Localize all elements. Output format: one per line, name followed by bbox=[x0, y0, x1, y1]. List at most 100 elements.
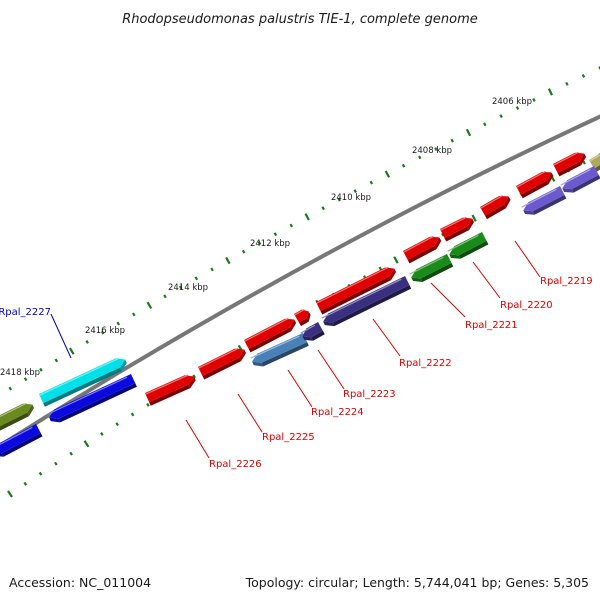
ruler-tick bbox=[393, 256, 399, 264]
gene-slate-blue-2[interactable] bbox=[560, 165, 600, 196]
gene-arrow-shadow bbox=[261, 342, 309, 367]
gene-arrow-highlight bbox=[300, 324, 316, 334]
gene-arrow-tip-shadow bbox=[389, 268, 397, 281]
gene-arrow-body bbox=[589, 154, 600, 169]
gene-rpal-2223[interactable] bbox=[294, 307, 313, 327]
gene-rpal-2226[interactable] bbox=[145, 372, 198, 406]
gene-label-rpal-2225[interactable]: Rpal_2225 bbox=[237, 393, 315, 443]
gene-green-1[interactable] bbox=[409, 253, 454, 286]
gene-rpal-2222[interactable] bbox=[316, 264, 398, 315]
gene-arrow-shadow bbox=[484, 204, 507, 220]
ruler-tick bbox=[353, 189, 357, 194]
gene-label-text: Rpal_2226 bbox=[209, 459, 262, 470]
ruler-tick bbox=[483, 122, 487, 127]
gene-label-rpal-2220[interactable]: Rpal_2220 bbox=[472, 261, 553, 311]
gene-arrow-shadow bbox=[332, 284, 412, 327]
gene-slate-blue-1[interactable] bbox=[521, 186, 567, 218]
gene-arrow-highlight bbox=[47, 376, 128, 415]
gene-label-rpal-2219[interactable]: Rpal_2219 bbox=[514, 240, 593, 287]
gene-arrow-tip-shadow bbox=[504, 196, 511, 209]
gene-rpal-2218[interactable] bbox=[516, 168, 556, 199]
ruler-tick bbox=[384, 170, 391, 178]
gene-arrow-shadow bbox=[571, 174, 600, 193]
gene-label-layer: Rpal_2219 Rpal_2220 Rpal_2221 Rpal_2222 Rpal… bbox=[0, 240, 593, 470]
ruler-tick bbox=[225, 256, 231, 265]
ruler-tick bbox=[23, 377, 28, 382]
gene-arrow-highlight bbox=[521, 188, 557, 208]
leader-line bbox=[430, 282, 466, 318]
gene-arrow-body bbox=[0, 403, 33, 429]
gene-arrow-highlight bbox=[321, 278, 402, 319]
gene-label-rpal-2221[interactable]: Rpal_2221 bbox=[430, 282, 518, 331]
gene-label-text: Rpal_2227 bbox=[0, 307, 51, 318]
page-title: Rhodopseudomonas palustris TIE-1, comple… bbox=[122, 12, 478, 27]
gene-arrow-shadow bbox=[532, 194, 567, 215]
gene-arrow-tip-shadow bbox=[546, 172, 554, 185]
leader-line bbox=[237, 393, 263, 433]
gene-arrow-shadow bbox=[407, 245, 437, 264]
gene-rpal-2220[interactable] bbox=[440, 214, 476, 242]
gene-label-rpal-2222[interactable]: Rpal_2222 bbox=[372, 318, 452, 369]
gene-arrow-body bbox=[0, 423, 41, 454]
gene-rpal-2217[interactable] bbox=[553, 149, 588, 177]
gene-label-rpal-2223[interactable]: Rpal_2223 bbox=[317, 349, 396, 400]
gene-arrow-highlight bbox=[403, 235, 434, 253]
leader-line bbox=[50, 313, 72, 359]
outer-ruler bbox=[8, 66, 600, 391]
gene-arrow-shadow bbox=[1, 432, 43, 457]
ruler-tick bbox=[194, 276, 199, 281]
ruler-tick bbox=[132, 312, 136, 317]
accession-text: Accession: NC_011004 bbox=[9, 575, 151, 590]
gene-arrow-body bbox=[252, 332, 308, 363]
gene-arrow-tip-shadow bbox=[27, 404, 35, 417]
gene-arrow-body bbox=[553, 152, 585, 173]
ruler-tick bbox=[23, 481, 28, 486]
ruler-tick bbox=[532, 97, 536, 102]
gene-arrow-shadow bbox=[557, 161, 582, 177]
gene-arrow-highlight bbox=[250, 335, 300, 359]
gene-steel-blue[interactable] bbox=[250, 332, 309, 370]
gene-navy-large[interactable] bbox=[321, 275, 412, 330]
gene-arrow-tip-shadow bbox=[523, 210, 535, 215]
gene-label-rpal-2224[interactable]: Rpal_2224 bbox=[287, 369, 364, 418]
gene-label-text: Rpal_2223 bbox=[343, 389, 396, 400]
gene-arrow-tip-shadow bbox=[579, 153, 587, 166]
gene-blue-edge[interactable] bbox=[0, 423, 43, 460]
gene-arrow-shadow bbox=[320, 276, 392, 315]
gene-arrow-highlight bbox=[244, 317, 289, 342]
gene-navy-small[interactable] bbox=[300, 321, 325, 344]
gene-green-2[interactable] bbox=[447, 231, 489, 262]
ruler-tick bbox=[241, 249, 246, 254]
gene-rpal-2227[interactable] bbox=[39, 355, 129, 407]
gene-arrow-tip-shadow bbox=[562, 188, 574, 193]
gene-arrow-shadow bbox=[43, 367, 122, 407]
ruler-tick bbox=[39, 367, 43, 372]
ruler-tick-label: 2406 kbp bbox=[492, 97, 532, 107]
leader-line bbox=[185, 419, 210, 459]
gene-arrow-highlight bbox=[198, 347, 239, 369]
gene-arrow-shadow bbox=[420, 262, 454, 282]
gene-arrow-highlight bbox=[316, 266, 389, 304]
gene-blue-2228[interactable] bbox=[47, 374, 137, 426]
ruler-tick bbox=[163, 294, 167, 299]
gene-arrow-highlight bbox=[145, 374, 189, 395]
gene-rpal-2219[interactable] bbox=[480, 192, 513, 220]
ruler-tick bbox=[54, 358, 59, 363]
gene-arrow-tip-shadow bbox=[289, 319, 297, 332]
ruler-tick bbox=[418, 155, 422, 160]
gene-label-rpal-2226[interactable]: Rpal_2226 bbox=[185, 419, 262, 470]
gene-olive-edge[interactable] bbox=[0, 400, 36, 433]
gene-arrow-highlight bbox=[480, 194, 503, 209]
gene-label-rpal-2227[interactable]: Rpal_2227 bbox=[0, 307, 72, 359]
ruler-tick bbox=[116, 321, 120, 326]
ruler-tick bbox=[38, 471, 43, 476]
gene-rpal-2221[interactable] bbox=[403, 233, 444, 264]
gene-rpal-2225[interactable] bbox=[198, 345, 248, 380]
gene-arrow-shadow bbox=[520, 180, 549, 199]
ruler-tick bbox=[69, 451, 73, 456]
ruler-tick bbox=[146, 402, 150, 407]
gene-rpal-2224[interactable] bbox=[244, 315, 298, 353]
gene-arrow-highlight bbox=[409, 256, 444, 275]
gene-arrow-tip-shadow bbox=[434, 237, 442, 250]
